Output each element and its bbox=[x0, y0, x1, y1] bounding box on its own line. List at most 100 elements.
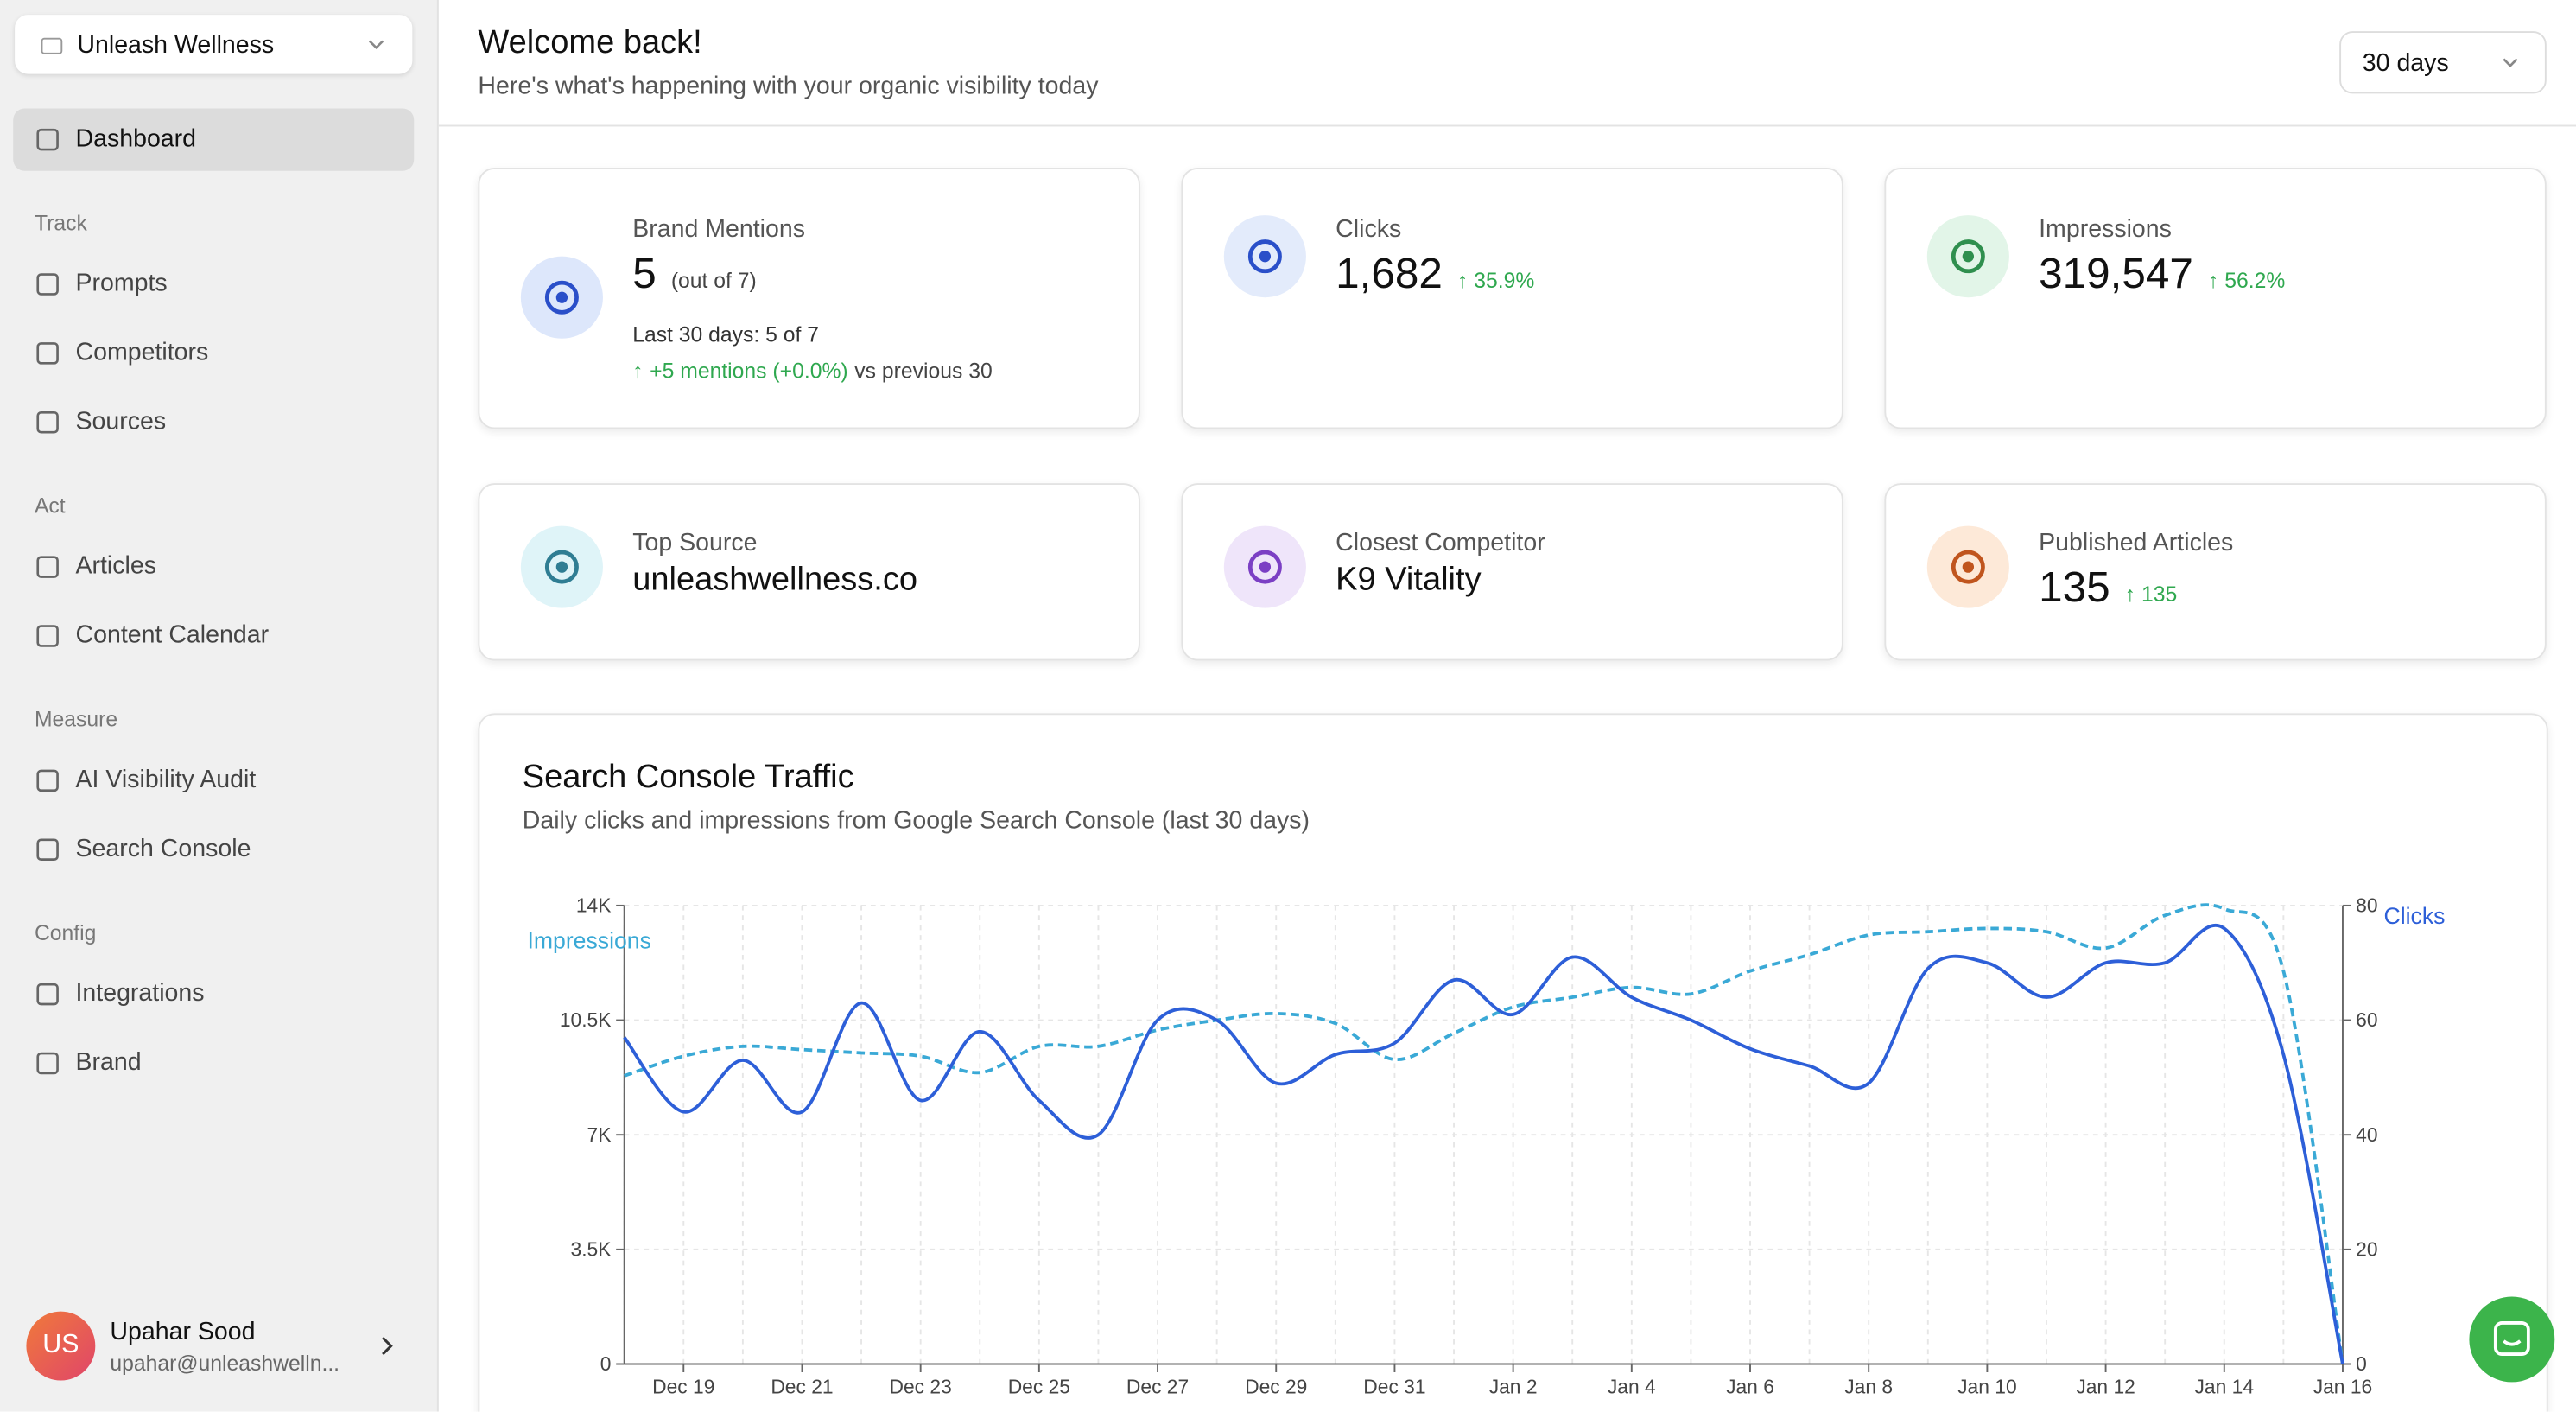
card-value-row: 319,547 ↑ 56.2% bbox=[2039, 248, 2285, 299]
nav-icon bbox=[36, 411, 59, 434]
nav-icon bbox=[36, 1052, 59, 1075]
card-label: Published Articles bbox=[2039, 529, 2234, 557]
card-change-row: ↑ +5 mentions (+0.0%) vs previous 30 bbox=[632, 359, 993, 384]
nav-item[interactable]: AI Visibility Audit bbox=[13, 749, 414, 811]
card-icon bbox=[1926, 525, 2009, 608]
change-value: 135 bbox=[2141, 582, 2178, 607]
chart-subtitle: Daily clicks and impressions from Google… bbox=[523, 807, 1310, 835]
icon-glyph bbox=[1951, 550, 1985, 584]
x-tick-label: Jan 12 bbox=[2076, 1376, 2135, 1398]
nav-section-title: Act bbox=[34, 493, 66, 518]
icon-glyph bbox=[1247, 239, 1282, 274]
nav-item[interactable]: Brand bbox=[13, 1032, 414, 1094]
avatar: US bbox=[26, 1311, 96, 1381]
nav-icon bbox=[36, 556, 59, 578]
nav-icon bbox=[36, 342, 59, 365]
nav-icon bbox=[36, 838, 59, 861]
chart: Search Console Traffic Daily clicks and i… bbox=[523, 759, 2446, 1398]
icon-glyph bbox=[544, 550, 579, 584]
chart-title: Search Console Traffic bbox=[523, 759, 854, 795]
card-value-row: 135 ↑ 135 bbox=[2039, 562, 2177, 613]
stat-card: Published Articles 135 ↑ 135 bbox=[1884, 483, 2547, 661]
x-tick-label: Dec 29 bbox=[1245, 1376, 1307, 1398]
chevron bbox=[2503, 58, 2518, 67]
card-value: 5 bbox=[632, 248, 657, 298]
x-tick-label: Jan 2 bbox=[1489, 1376, 1538, 1398]
y-tick-label: 10.5K bbox=[560, 1008, 612, 1031]
nav-label: Integrations bbox=[75, 979, 205, 1008]
x-tick-label: Jan 16 bbox=[2313, 1376, 2373, 1398]
x-tick-label: Jan 10 bbox=[1957, 1376, 2017, 1398]
chat-button[interactable] bbox=[2469, 1296, 2555, 1383]
card-icon bbox=[1926, 215, 2009, 298]
chevron bbox=[368, 40, 384, 50]
icon-glyph bbox=[1247, 550, 1282, 584]
card-change: ↑ 135 bbox=[2125, 582, 2178, 607]
x-tick-label: Jan 14 bbox=[2195, 1376, 2255, 1398]
y-tick-label: 3.5K bbox=[571, 1237, 612, 1260]
card-compare: vs previous 30 bbox=[854, 358, 993, 384]
nav-item[interactable]: Articles bbox=[13, 536, 414, 598]
nav-item[interactable]: Prompts bbox=[13, 253, 414, 315]
x-tick-label: Jan 6 bbox=[1726, 1376, 1774, 1398]
range-value: 30 days bbox=[2362, 49, 2449, 78]
card-label: Closest Competitor bbox=[1336, 529, 1545, 557]
nav-item[interactable]: Integrations bbox=[13, 963, 414, 1025]
card-value-row: 5 (out of 7) bbox=[632, 248, 757, 299]
up-arrow: ↑ bbox=[1457, 267, 1475, 293]
up-arrow: ↑ bbox=[2207, 267, 2225, 293]
header-title: Welcome back! bbox=[478, 24, 702, 61]
y2-tick-label: 60 bbox=[2356, 1008, 2377, 1031]
card-value: 319,547 bbox=[2039, 248, 2193, 298]
nav-section-title: Measure bbox=[34, 706, 118, 732]
nav-label: Search Console bbox=[75, 835, 251, 863]
nav-label: Competitors bbox=[75, 338, 209, 367]
nav-label: Content Calendar bbox=[75, 620, 270, 650]
up-arrow: ↑ bbox=[632, 358, 644, 384]
stat-card: Clicks 1,682 ↑ 35.9% bbox=[1181, 167, 1843, 429]
user-menu-arrow[interactable] bbox=[377, 1334, 397, 1358]
range-select[interactable]: 30 days bbox=[2339, 31, 2547, 94]
y-tick-label: 7K bbox=[587, 1123, 612, 1146]
nav-item[interactable]: Competitors bbox=[13, 322, 414, 385]
user-name: Upahar Sood bbox=[110, 1318, 256, 1346]
x-tick-label: Dec 27 bbox=[1126, 1376, 1189, 1398]
header-subtitle: Here's what's happening with your organi… bbox=[478, 72, 1099, 101]
icon-glyph bbox=[1951, 239, 1985, 274]
card-change: ↑ 35.9% bbox=[1457, 268, 1534, 293]
nav-label: Dashboard bbox=[75, 124, 197, 153]
nav-item[interactable]: Sources bbox=[13, 391, 414, 454]
card-icon bbox=[520, 256, 603, 339]
chart-card: Search Console Traffic Daily clicks and i… bbox=[478, 713, 2548, 1412]
nav-item[interactable]: Search Console bbox=[13, 818, 414, 881]
card-value-row: K9 Vitality bbox=[1336, 562, 1481, 600]
card-label: Clicks bbox=[1336, 215, 1402, 244]
nav-icon bbox=[36, 625, 59, 647]
card-label: Brand Mentions bbox=[632, 215, 806, 244]
user-email: upahar@unleashwelln... bbox=[110, 1351, 340, 1376]
card-label: Impressions bbox=[2039, 215, 2172, 244]
workspace-logo bbox=[41, 37, 63, 54]
nav-label: Prompts bbox=[75, 269, 168, 298]
nav-item[interactable]: Dashboard bbox=[13, 108, 415, 171]
workspace-switcher[interactable]: Unleash Wellness bbox=[15, 15, 413, 74]
nav-section-title: Track bbox=[34, 210, 87, 235]
workspace-name: Unleash Wellness bbox=[77, 31, 275, 60]
line-series bbox=[624, 903, 2344, 1364]
nav-section-title: Config bbox=[34, 920, 97, 945]
x-tick-label: Dec 25 bbox=[1008, 1376, 1070, 1398]
change-value: 35.9% bbox=[1474, 267, 1535, 293]
sidebar: Unleash Wellness Dashboard Track Prompts Co… bbox=[0, 0, 439, 1412]
y2-tick-label: 40 bbox=[2356, 1123, 2377, 1146]
x-tick-label: Dec 21 bbox=[771, 1376, 833, 1398]
card-value: 135 bbox=[2039, 562, 2110, 612]
nav-item[interactable]: Content Calendar bbox=[13, 605, 414, 667]
line-series bbox=[623, 923, 2344, 1364]
header-divider bbox=[438, 124, 2576, 127]
card-value-row: unleashwellness.co bbox=[632, 562, 917, 600]
axis-series-label: Clicks bbox=[2384, 903, 2446, 929]
nav-icon bbox=[36, 983, 59, 1006]
card-value: 1,682 bbox=[1336, 248, 1443, 298]
x-tick-label: Dec 23 bbox=[890, 1376, 952, 1398]
